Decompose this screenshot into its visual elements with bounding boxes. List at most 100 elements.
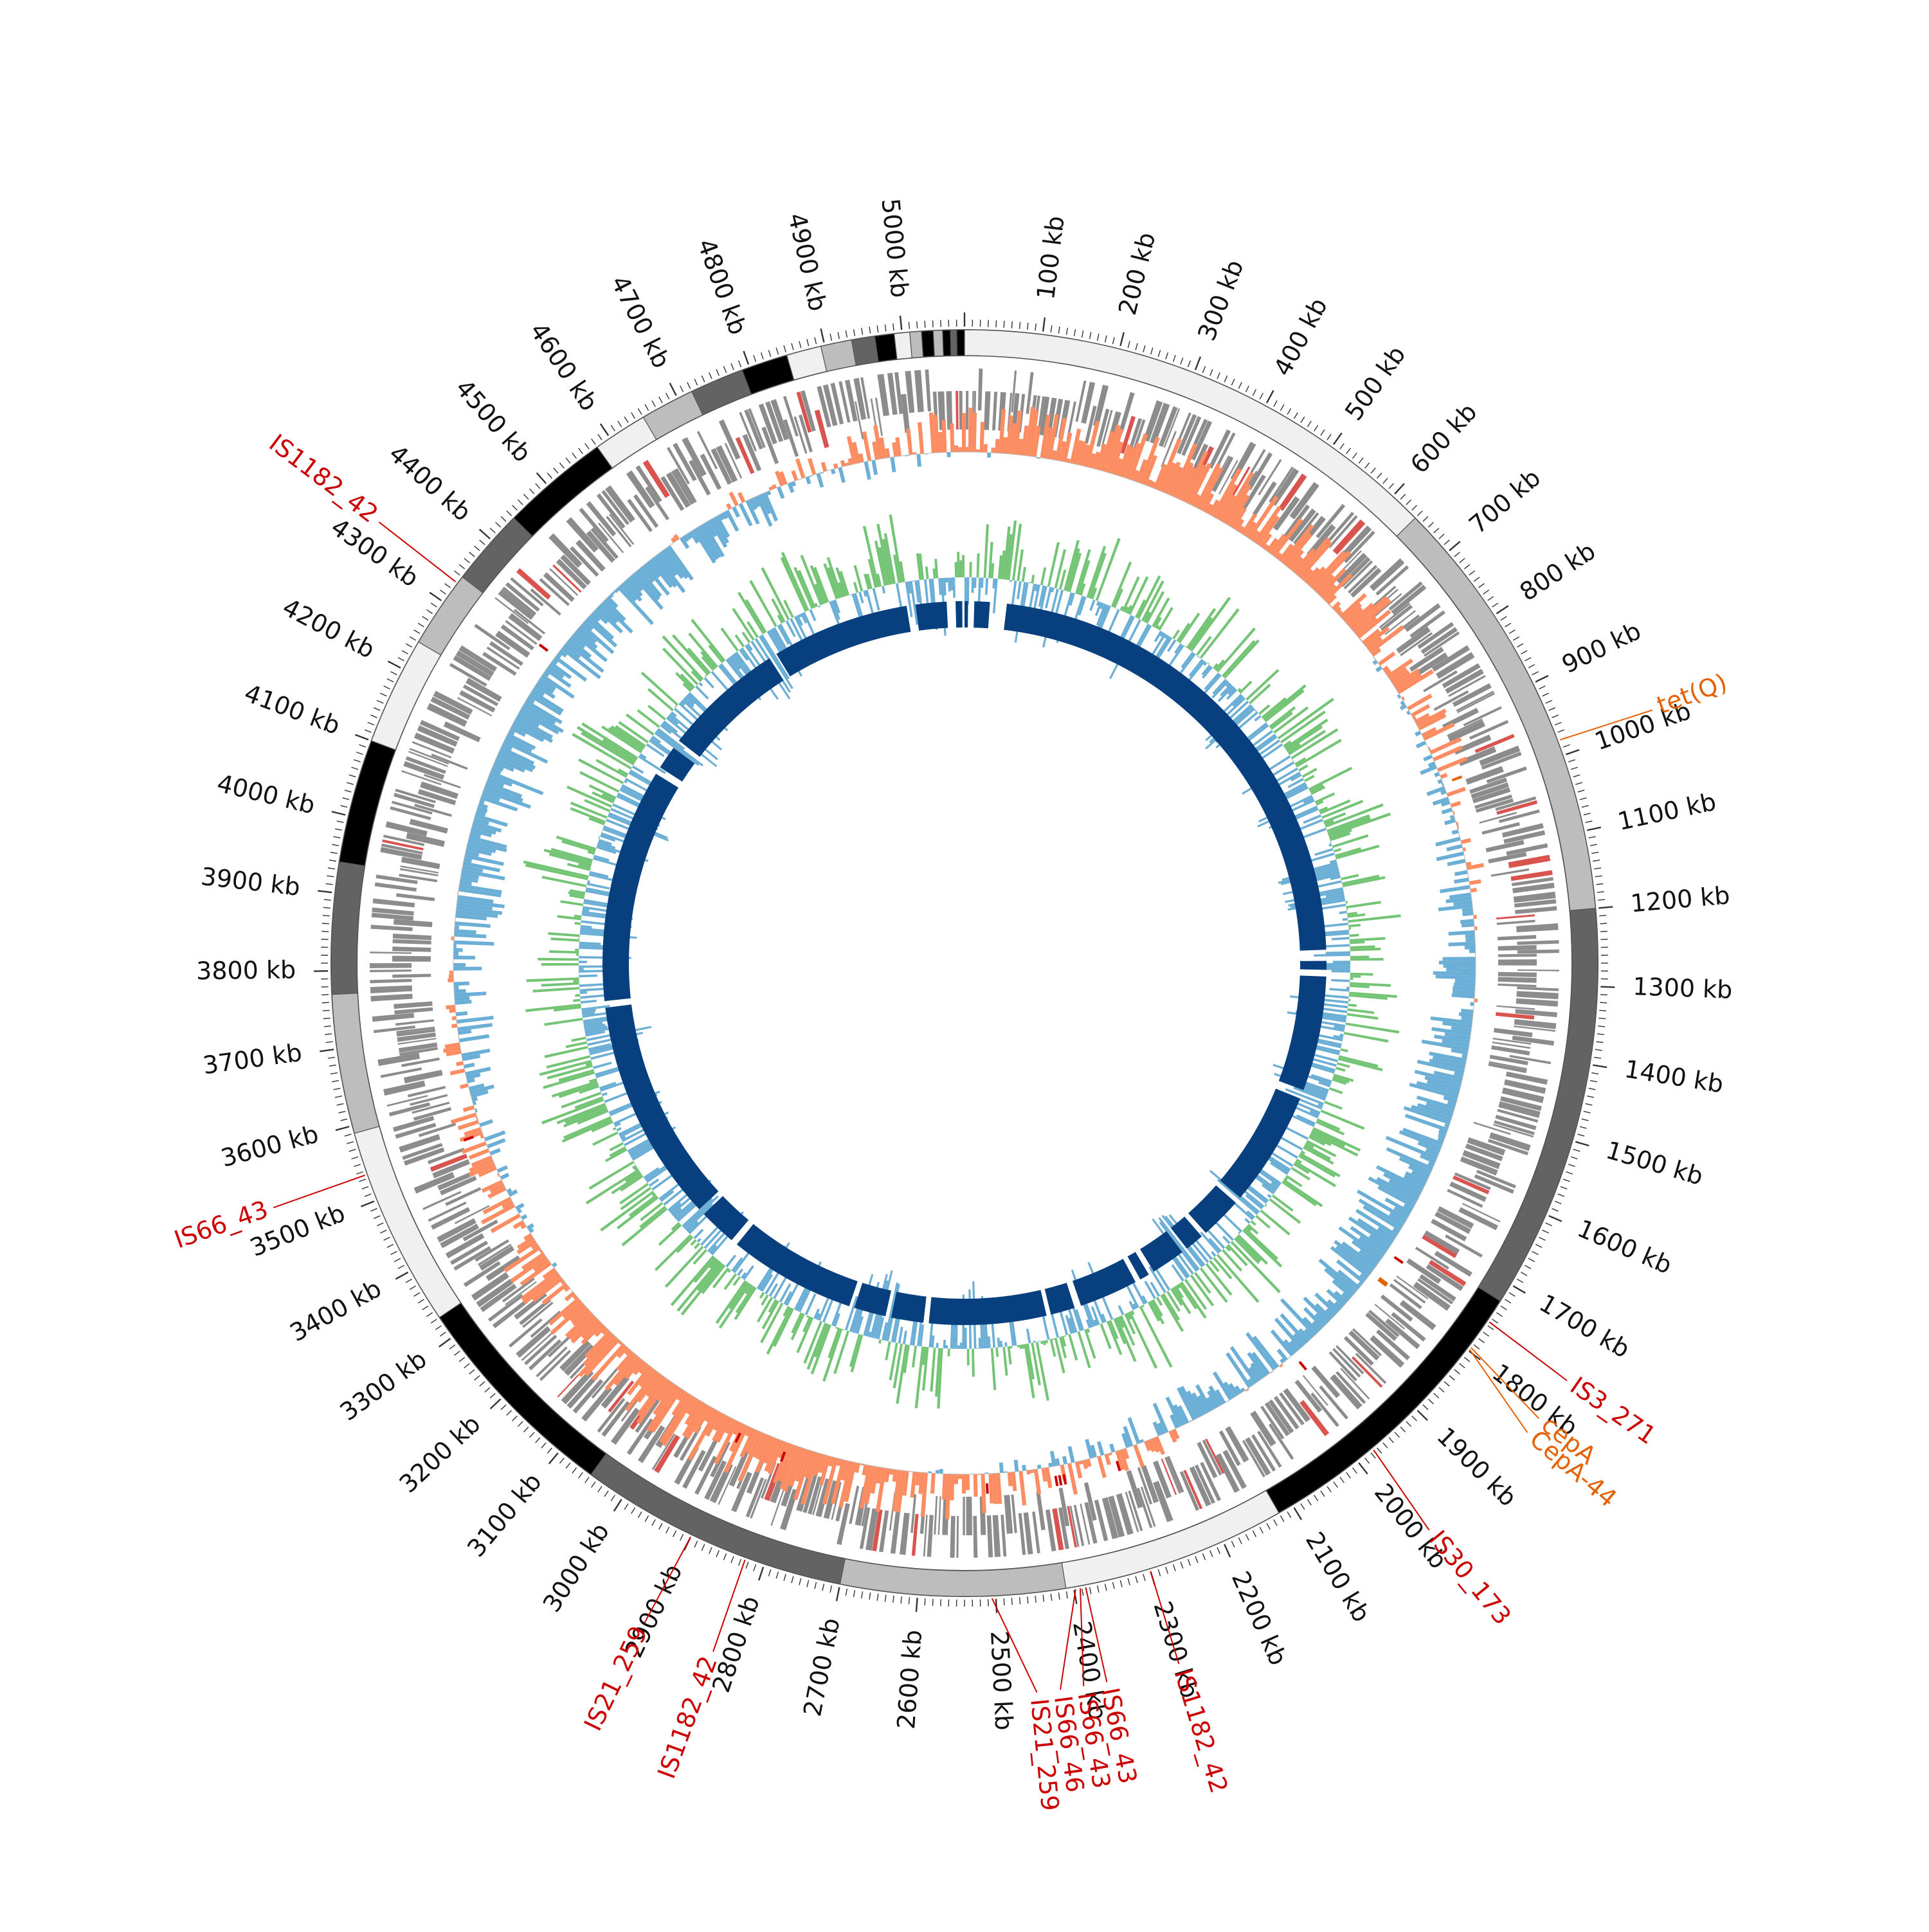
tick-mark — [1334, 433, 1342, 444]
cds-block — [966, 1497, 972, 1535]
tick-mark — [380, 1230, 386, 1233]
tick-mark — [365, 730, 371, 732]
tick-mark — [592, 438, 595, 444]
cds-block — [1516, 991, 1558, 999]
tick-mark — [598, 434, 602, 440]
blast-hit-block — [1140, 1231, 1182, 1272]
tick-mark — [559, 463, 564, 469]
tick-mark — [1591, 853, 1598, 854]
tick-mark — [336, 1126, 349, 1130]
tick-mark — [518, 500, 523, 505]
tick-mark — [1501, 1306, 1507, 1310]
cds-block — [1512, 1036, 1554, 1046]
tick-mark — [1287, 1512, 1291, 1517]
tick-mark — [1321, 429, 1325, 435]
contig-segment — [787, 347, 827, 380]
tick-label: 300 kb — [1192, 256, 1249, 345]
tick-mark — [1573, 1150, 1580, 1151]
tick-mark — [426, 1313, 432, 1317]
tick-mark — [1400, 1427, 1406, 1432]
tick-mark — [869, 327, 871, 334]
tick-label: 2500 kb — [985, 1630, 1019, 1731]
tick-mark — [377, 700, 383, 703]
tick-mark — [716, 1550, 719, 1557]
contig-segment — [851, 336, 878, 365]
tick-mark — [1552, 715, 1558, 718]
cds-block — [1498, 977, 1537, 982]
tick-mark — [1589, 836, 1596, 838]
tick-mark — [1074, 329, 1076, 336]
tick-mark — [343, 798, 350, 800]
tick-mark — [1600, 1002, 1607, 1003]
tick-mark — [1314, 1495, 1318, 1501]
tick-mark — [529, 1432, 534, 1438]
tick-mark — [1478, 584, 1484, 588]
tick-mark — [384, 1237, 390, 1240]
tick-mark — [731, 363, 734, 370]
tick-mark — [666, 393, 669, 399]
tick-mark — [724, 1553, 727, 1560]
tick-mark — [324, 899, 331, 900]
tick-mark — [702, 375, 704, 382]
tick-mark — [1439, 534, 1444, 539]
tick-mark — [1058, 1593, 1060, 1600]
tick-label: 4100 kb — [240, 679, 344, 741]
tick-mark — [1173, 1564, 1175, 1571]
cds-block — [1498, 972, 1537, 977]
tick-mark — [1589, 1088, 1596, 1090]
tick-mark — [1267, 390, 1273, 402]
tick-mark — [862, 328, 863, 335]
tick-mark — [414, 1293, 420, 1297]
tick-mark — [830, 334, 831, 341]
blast-hit-block — [737, 1224, 858, 1306]
tick-mark — [638, 408, 642, 414]
cds-block — [966, 391, 968, 429]
tick-mark — [799, 341, 801, 348]
tick-label: 3200 kb — [394, 1409, 486, 1498]
cds-block — [370, 963, 412, 968]
contig-segment — [332, 993, 379, 1133]
tick-mark — [414, 630, 420, 634]
tick-mark — [1590, 844, 1597, 845]
tick-mark — [1365, 1458, 1370, 1464]
cds-block — [1498, 945, 1537, 951]
tick-mark — [332, 1081, 339, 1082]
tick-mark — [354, 760, 360, 762]
tick-label: 1400 kb — [1622, 1054, 1725, 1098]
tick-label: 1600 kb — [1573, 1214, 1676, 1279]
cds-block — [1517, 987, 1559, 991]
tick-mark — [1587, 1096, 1594, 1097]
tick-mark — [491, 1399, 501, 1409]
tick-mark — [1454, 1369, 1460, 1374]
tick-label: 100 kb — [1031, 214, 1070, 301]
tick-mark — [323, 1010, 330, 1011]
tick-label: 3300 kb — [335, 1345, 432, 1427]
tick-mark — [1460, 558, 1465, 563]
tick-mark — [1377, 473, 1382, 478]
tick-mark — [846, 330, 847, 338]
tick-mark — [743, 351, 748, 365]
tick-mark — [807, 1580, 809, 1587]
tick-mark — [1449, 1376, 1454, 1380]
cds-block — [370, 952, 412, 954]
tick-mark — [320, 1049, 334, 1051]
tick-mark — [1521, 651, 1527, 654]
tick-mark — [387, 1244, 394, 1247]
cds-block — [1517, 970, 1559, 971]
tick-mark — [1224, 375, 1227, 382]
tick-label: 700 kb — [1463, 464, 1546, 539]
tick-mark — [838, 332, 839, 339]
tick-label: 1700 kb — [1534, 1288, 1635, 1363]
tick-mark — [391, 672, 397, 675]
tick-mark — [440, 590, 446, 594]
tick-mark — [1549, 708, 1555, 710]
cds-block — [900, 1513, 910, 1555]
blast-hit-block — [928, 1290, 1046, 1325]
cds-block — [396, 893, 435, 901]
tick-mark — [1253, 1531, 1256, 1537]
tick-label: 1900 kb — [1431, 1422, 1522, 1512]
tick-mark — [512, 1416, 518, 1421]
tick-mark — [1593, 1065, 1607, 1067]
tick-mark — [822, 1584, 824, 1591]
blast-hit-block — [964, 601, 968, 627]
